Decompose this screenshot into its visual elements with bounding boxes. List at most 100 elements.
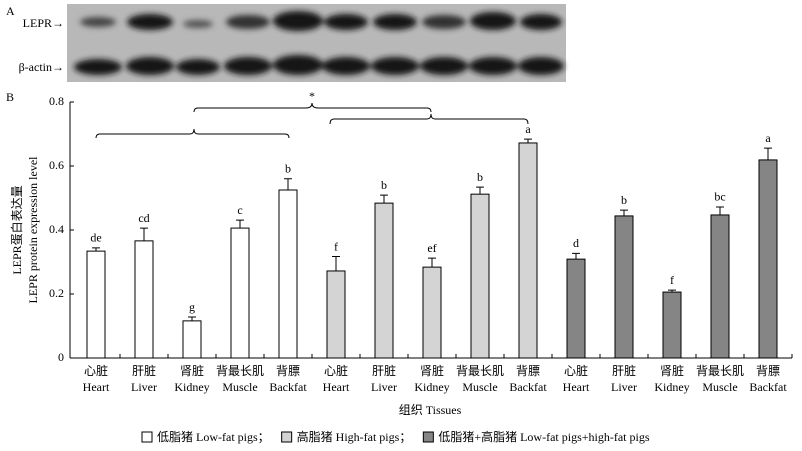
- x-tick-label: 肝脏: [372, 363, 396, 378]
- y-tick-label: 0.6: [49, 158, 64, 172]
- bar: [182, 320, 202, 359]
- blot: [67, 4, 566, 82]
- letter-label: cd: [138, 211, 149, 225]
- x-tick-label: 心脏: [564, 363, 588, 378]
- letter-label: ef: [427, 241, 436, 255]
- error-bar: [236, 219, 244, 229]
- y-label-cn: LEPR蛋白表达量: [9, 185, 24, 274]
- y-tick-label: 0.4: [49, 222, 64, 236]
- error-bar: [92, 247, 100, 252]
- x-tick-label: Muscle: [702, 380, 737, 394]
- letter-label: g: [189, 300, 195, 314]
- group-bracket: [95, 128, 290, 139]
- comparison-bracket: [193, 102, 432, 113]
- bar: [230, 227, 250, 359]
- letter-label: f: [670, 273, 674, 287]
- bar: [518, 142, 538, 359]
- error-bar: [572, 252, 580, 260]
- legend-label: 高脂猪 High-fat pigs；: [297, 429, 412, 444]
- bar: [422, 266, 442, 359]
- bar: [374, 202, 394, 359]
- x-tick-label: Kidney: [414, 380, 449, 394]
- x-tick-label: 肝脏: [612, 363, 636, 378]
- x-tick-label: Backfat: [269, 380, 307, 394]
- y-tick-label: 0.2: [49, 286, 64, 300]
- letter-label: b: [477, 170, 483, 184]
- error-bar: [524, 138, 532, 143]
- x-tick-label: 肾脏: [660, 363, 684, 378]
- x-tick-label: 肾脏: [180, 363, 204, 378]
- band-label: LEPR→: [23, 16, 64, 30]
- x-tick-label: Liver: [131, 380, 157, 394]
- bar: [710, 214, 730, 359]
- y-label: LEPR蛋白表达量 LEPR protein expression level: [9, 156, 40, 304]
- x-tick-label: 心脏: [84, 363, 108, 378]
- legend-swatch: [141, 431, 153, 443]
- error-bar: [140, 227, 148, 241]
- x-tick-label: Liver: [371, 380, 397, 394]
- legend-swatch: [281, 431, 293, 443]
- letter-label: a: [765, 131, 771, 145]
- x-tick-label: 背最长肌: [216, 364, 264, 378]
- error-bar: [284, 178, 292, 190]
- letter-label: b: [381, 178, 387, 192]
- x-tick-label: Muscle: [462, 380, 497, 394]
- x-tick-label: 背最长肌: [696, 364, 744, 378]
- error-bar: [188, 316, 196, 321]
- error-bar: [668, 289, 676, 293]
- x-tick-label: 背膘: [276, 364, 300, 378]
- x-tick-label: Kidney: [174, 380, 209, 394]
- x-tick-label: Heart: [323, 380, 350, 394]
- letter-label: b: [285, 162, 291, 176]
- legend-label: 低脂猪+高脂猪 Low-fat pigs+high-fat pigs: [438, 429, 650, 444]
- bar: [470, 193, 490, 359]
- x-tick-label: 背膘: [516, 364, 540, 378]
- x-tick-label: 背膘: [756, 364, 780, 378]
- x-tick-label: Heart: [563, 380, 590, 394]
- x-tick-label: Heart: [83, 380, 110, 394]
- y-tick-label: 0: [58, 350, 64, 364]
- y-label-en: LEPR protein expression level: [26, 156, 40, 304]
- error-bar: [332, 256, 340, 271]
- bar: [614, 215, 634, 359]
- error-bar: [380, 194, 388, 204]
- error-bar: [620, 209, 628, 216]
- x-label: 组织 Tissues: [399, 403, 462, 417]
- bar: [566, 258, 586, 359]
- bar: [758, 159, 778, 359]
- letter-label: de: [90, 231, 101, 245]
- significance-mark: *: [309, 89, 315, 103]
- letter-label: f: [334, 239, 338, 253]
- error-bar: [476, 186, 484, 195]
- x-tick-label: 肝脏: [132, 363, 156, 378]
- x-tick-label: Backfat: [749, 380, 787, 394]
- x-tick-label: 背最长肌: [456, 364, 504, 378]
- panel-label: A: [6, 4, 15, 18]
- group-bracket: [329, 113, 529, 125]
- x-tick-label: Liver: [611, 380, 637, 394]
- y-tick-label: 0.8: [49, 94, 64, 108]
- x-tick-label: Kidney: [654, 380, 689, 394]
- letter-label: b: [621, 193, 627, 207]
- bar: [278, 189, 298, 359]
- letter-label: d: [573, 236, 579, 250]
- panel-label: B: [6, 90, 14, 104]
- legend-swatch: [422, 431, 434, 443]
- error-bar: [764, 147, 772, 160]
- x-tick-label: 心脏: [324, 363, 348, 378]
- error-bar: [716, 206, 724, 215]
- bar: [662, 291, 682, 359]
- letter-label: a: [525, 122, 531, 136]
- bar: [326, 270, 346, 359]
- letter-label: c: [237, 203, 242, 217]
- error-bar: [428, 257, 436, 268]
- bar: [86, 250, 106, 359]
- x-tick-label: 肾脏: [420, 363, 444, 378]
- legend-label: 低脂猪 Low-fat pigs；: [157, 429, 270, 444]
- x-tick-label: Backfat: [509, 380, 547, 394]
- letter-label: bc: [714, 190, 725, 204]
- bar: [134, 240, 154, 359]
- band-label: β-actin→: [19, 60, 64, 74]
